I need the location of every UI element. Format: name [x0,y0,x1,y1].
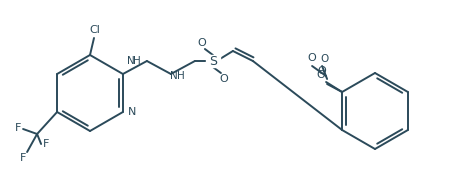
Text: O: O [197,38,206,48]
Text: F: F [20,153,26,163]
Bar [206,55,219,67]
Text: F: F [43,139,49,149]
Text: N: N [128,107,136,117]
Text: Cl: Cl [90,25,100,35]
Text: S: S [208,54,217,68]
Text: H: H [133,55,140,65]
Text: H: H [177,70,185,81]
Text: O: O [316,70,325,80]
Text: F: F [15,123,21,133]
Text: O: O [307,53,316,63]
Text: O: O [219,74,228,84]
Text: N: N [170,70,177,81]
Text: O: O [319,54,328,64]
Text: N: N [127,55,134,65]
Text: O: O [317,66,326,76]
